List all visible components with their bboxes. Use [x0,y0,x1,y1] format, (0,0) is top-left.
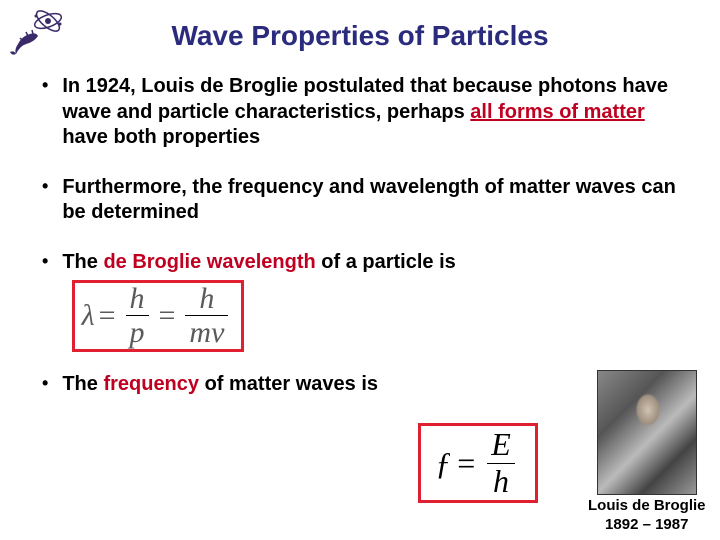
bullet-highlight: frequency [103,373,199,395]
formula-wavelength: λ = h p = h mv [72,280,244,352]
bullet-highlight: de Broglie wavelength [103,251,315,273]
formula-frac: h p [126,282,149,349]
slide-title: Wave Properties of Particles [0,0,720,52]
frac-den: h [489,464,513,499]
bullet-item: • The frequency of matter waves is [42,372,688,398]
frac-num: E [487,427,515,462]
formula-wavelength-row: λ = h p = h mv [72,280,688,352]
bullet-item: • The de Broglie wavelength of a particl… [42,250,688,276]
bullet-text: In 1924, Louis de Broglie postulated tha… [62,74,688,151]
formula-eq: = [457,445,475,482]
bullet-dot: • [42,175,48,226]
bullet-post: of a particle is [316,251,456,273]
formula-eq: = [159,299,176,333]
bullet-item: • Furthermore, the frequency and wavelen… [42,175,688,226]
de-broglie-photo [597,370,697,495]
formula-eq: = [99,299,116,333]
bullet-dot: • [42,372,48,398]
frac-den: mv [185,316,228,349]
formula-frequency-wrap: ƒ = E h [418,423,538,503]
bullet-pre: The [62,251,103,273]
frac-den: p [126,316,149,349]
bullet-list: • In 1924, Louis de Broglie postulated t… [0,52,720,397]
caption-name: Louis de Broglie [588,497,706,514]
formula-frequency: ƒ = E h [418,423,538,503]
formula-frac: E h [487,427,515,498]
photo-caption: Louis de Broglie 1892 – 1987 [588,497,706,535]
frac-num: h [195,282,218,315]
bullet-pre: The [62,373,103,395]
bullet-post: of matter waves is [199,373,378,395]
bullet-highlight: all forms of matter [470,101,644,123]
frac-num: h [126,282,149,315]
bullet-item: • In 1924, Louis de Broglie postulated t… [42,74,688,151]
lizard-atom-logo [8,6,68,61]
bullet-post: have both properties [62,126,260,148]
formula-frac: h mv [185,282,228,349]
formula-lhs: λ [82,299,95,333]
bullet-dot: • [42,74,48,151]
bullet-text: Furthermore, the frequency and wavelengt… [62,175,688,226]
bullet-dot: • [42,250,48,276]
caption-dates: 1892 – 1987 [605,516,688,533]
bullet-text: The de Broglie wavelength of a particle … [62,250,455,276]
formula-lhs: ƒ [435,445,451,482]
bullet-text: The frequency of matter waves is [62,372,378,398]
